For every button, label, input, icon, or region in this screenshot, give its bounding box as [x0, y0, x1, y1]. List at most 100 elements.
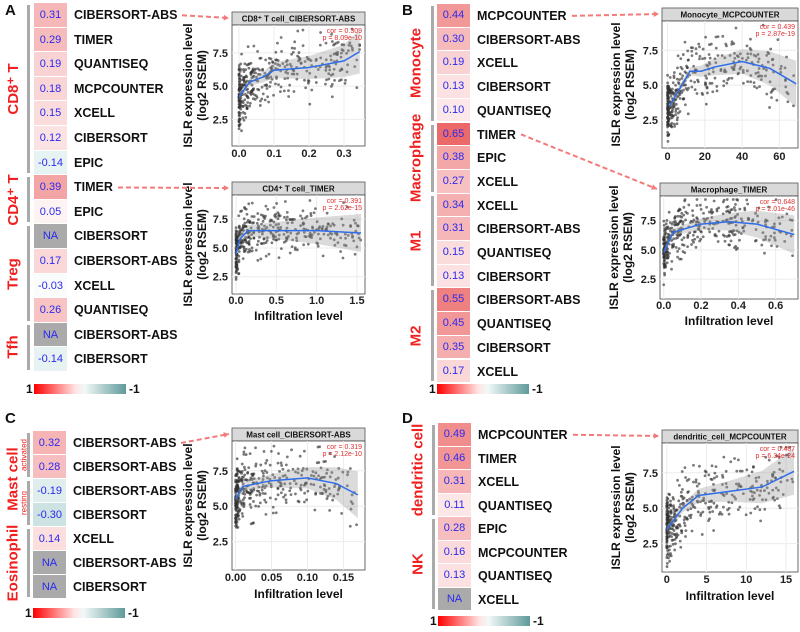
- scatter-point: [773, 231, 776, 235]
- scatter-point: [707, 473, 711, 477]
- scatter-point: [283, 77, 287, 81]
- scatter-point: [242, 78, 246, 82]
- scatter-point: [681, 83, 684, 87]
- scatter-point: [666, 527, 670, 530]
- scatter-point: [279, 36, 283, 39]
- scatter-point: [670, 246, 674, 249]
- scatter-point: [665, 504, 669, 508]
- scatter-point: [682, 518, 686, 522]
- scatter-point: [236, 495, 240, 499]
- scatter-point: [284, 60, 288, 63]
- scatter-point: [238, 83, 241, 87]
- scatter-point: [679, 503, 682, 506]
- scatter-point: [668, 236, 672, 240]
- scatter-point: [316, 68, 320, 71]
- group-bar: [431, 124, 434, 192]
- scatter-point: [327, 64, 330, 68]
- scatter-point: [714, 46, 718, 50]
- heatmap-cell: 0.46: [438, 446, 471, 470]
- scatter-point: [351, 234, 354, 238]
- scatter-point: [733, 56, 737, 60]
- scatter-point: [669, 544, 672, 548]
- scatter-point: [701, 47, 705, 51]
- scatter-point: [252, 97, 255, 101]
- scatter-point: [734, 223, 738, 227]
- scatter-point: [679, 65, 683, 69]
- scatter-point: [714, 465, 718, 469]
- scatter-point: [671, 230, 675, 234]
- scatter-point: [244, 238, 247, 242]
- scatter-point: [238, 122, 242, 126]
- scatter-point: [707, 60, 711, 64]
- scatter-point: [235, 252, 239, 256]
- scatter-point: [238, 229, 242, 233]
- x-axis-label: Infiltration level: [254, 309, 343, 323]
- scatter-point: [666, 88, 670, 92]
- scatter-point: [313, 207, 317, 211]
- scatter-point: [288, 83, 292, 87]
- scatter-point: [669, 124, 672, 128]
- scatter-point: [239, 470, 242, 474]
- scatter-point: [664, 242, 668, 245]
- scatter-point: [691, 503, 695, 507]
- scatter-point: [662, 237, 666, 241]
- scatter-point: [678, 539, 682, 543]
- heatmap-cell: 0.18: [34, 76, 67, 102]
- scatter-point: [335, 53, 339, 56]
- scatter-point: [764, 223, 767, 227]
- scatter-point: [754, 71, 758, 75]
- scatter-point: [672, 102, 676, 106]
- scatter-point: [691, 209, 694, 213]
- scatter-point: [319, 56, 323, 60]
- scatter-point: [234, 521, 238, 525]
- scatter-point: [337, 487, 341, 491]
- dashed-arrow: [117, 186, 230, 189]
- scatter-point: [674, 518, 678, 522]
- scatter-point: [700, 91, 704, 95]
- y-tick-label: 2.5: [213, 272, 228, 284]
- scatter-point: [317, 232, 320, 236]
- scatter-point: [666, 125, 669, 129]
- scatter-point: [242, 247, 246, 251]
- scatter-point: [276, 211, 280, 215]
- cor-label: cor = 0.309: [327, 28, 362, 35]
- scatter-point: [666, 225, 670, 229]
- scatter-point: [666, 250, 670, 254]
- scatter-point: [356, 224, 360, 228]
- scatter-point: [666, 529, 670, 533]
- scatter-point: [738, 469, 742, 473]
- scatter-point: [241, 225, 245, 229]
- scatter-point: [698, 54, 702, 58]
- scatter-point: [265, 239, 269, 242]
- scatter-point: [756, 214, 759, 218]
- scatter-point: [665, 513, 669, 517]
- scatter-point: [312, 483, 316, 487]
- scatter-point: [708, 510, 712, 514]
- scatter-point: [322, 232, 326, 236]
- scatter-point: [298, 57, 302, 61]
- scatter-point: [679, 232, 683, 236]
- scatter-point: [674, 113, 678, 116]
- scatter-point: [260, 469, 264, 473]
- scatter-point: [237, 113, 241, 117]
- scatter-point: [239, 111, 242, 115]
- scatter-point: [299, 224, 303, 228]
- scatter-point: [669, 503, 672, 506]
- scatter-point: [788, 218, 792, 222]
- scatter-point: [685, 71, 688, 75]
- scatter-point: [710, 216, 714, 219]
- scatter-point: [676, 111, 680, 115]
- scatter-point: [706, 91, 709, 95]
- x-tick-label: 0.2: [301, 148, 316, 160]
- scatter-point: [250, 70, 254, 74]
- scatter-point: [238, 231, 241, 235]
- scatter-point: [711, 488, 715, 492]
- scatter-point: [776, 38, 780, 42]
- scatter-point: [267, 481, 271, 485]
- scatter-point: [728, 210, 732, 214]
- scatter-point: [316, 242, 320, 245]
- scatter-point: [242, 226, 245, 229]
- scatter-point: [785, 212, 789, 216]
- scatter-point: [705, 63, 709, 67]
- scatter-point: [711, 90, 715, 94]
